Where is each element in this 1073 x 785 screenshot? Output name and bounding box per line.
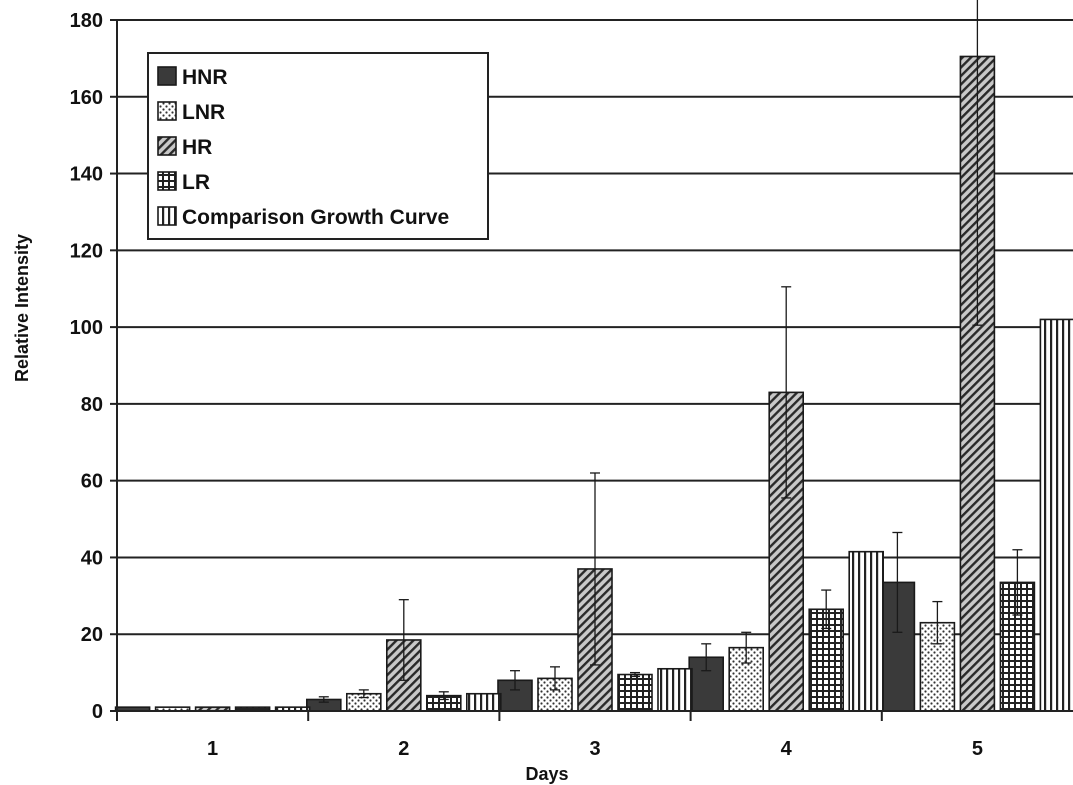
- legend-swatch: [157, 206, 177, 226]
- legend-swatch: [157, 171, 177, 191]
- axes: 0 20 40 60 80 100 120 140 160 180 1 2 3 4 5: [70, 10, 1073, 760]
- x-tick-label: 1: [207, 738, 218, 760]
- bar: [688, 656, 725, 712]
- legend-label: LNR: [182, 101, 225, 124]
- x-tick-label: 3: [589, 738, 600, 760]
- legend-swatch: [157, 66, 177, 86]
- x-tick-label: 2: [398, 738, 409, 760]
- y-tick-label: 180: [70, 10, 103, 32]
- x-axis-title: Days: [525, 764, 568, 784]
- y-tick-label: 120: [70, 240, 103, 262]
- legend-label: Comparison Growth Curve: [182, 206, 449, 229]
- legend-swatch: [157, 101, 177, 121]
- legend-box: [147, 52, 489, 240]
- y-tick-label: 60: [81, 471, 103, 493]
- y-tick-label: 160: [70, 87, 103, 109]
- legend-label: HNR: [182, 66, 228, 89]
- y-axis-title: Relative Intensity: [12, 234, 32, 382]
- legend-label: LR: [182, 171, 210, 194]
- bar: [465, 692, 502, 712]
- legend-label: HR: [182, 136, 212, 159]
- y-tick-label: 0: [92, 701, 103, 723]
- y-tick-label: 140: [70, 164, 103, 186]
- bar: [617, 673, 653, 712]
- bar: [1039, 318, 1073, 712]
- y-tick-label: 100: [70, 317, 103, 339]
- y-tick-label: 20: [81, 624, 103, 646]
- y-tick-label: 80: [81, 394, 103, 416]
- x-tick-label: 4: [781, 738, 793, 760]
- bar: [848, 550, 885, 712]
- bars: [114, 0, 1073, 712]
- legend-swatch: [157, 136, 177, 156]
- x-tick-label: 5: [972, 738, 983, 760]
- bar: [657, 667, 693, 712]
- legend: HNR LNR HR LR Comparison Growth Curve: [147, 52, 489, 240]
- y-tick-label: 40: [81, 547, 103, 569]
